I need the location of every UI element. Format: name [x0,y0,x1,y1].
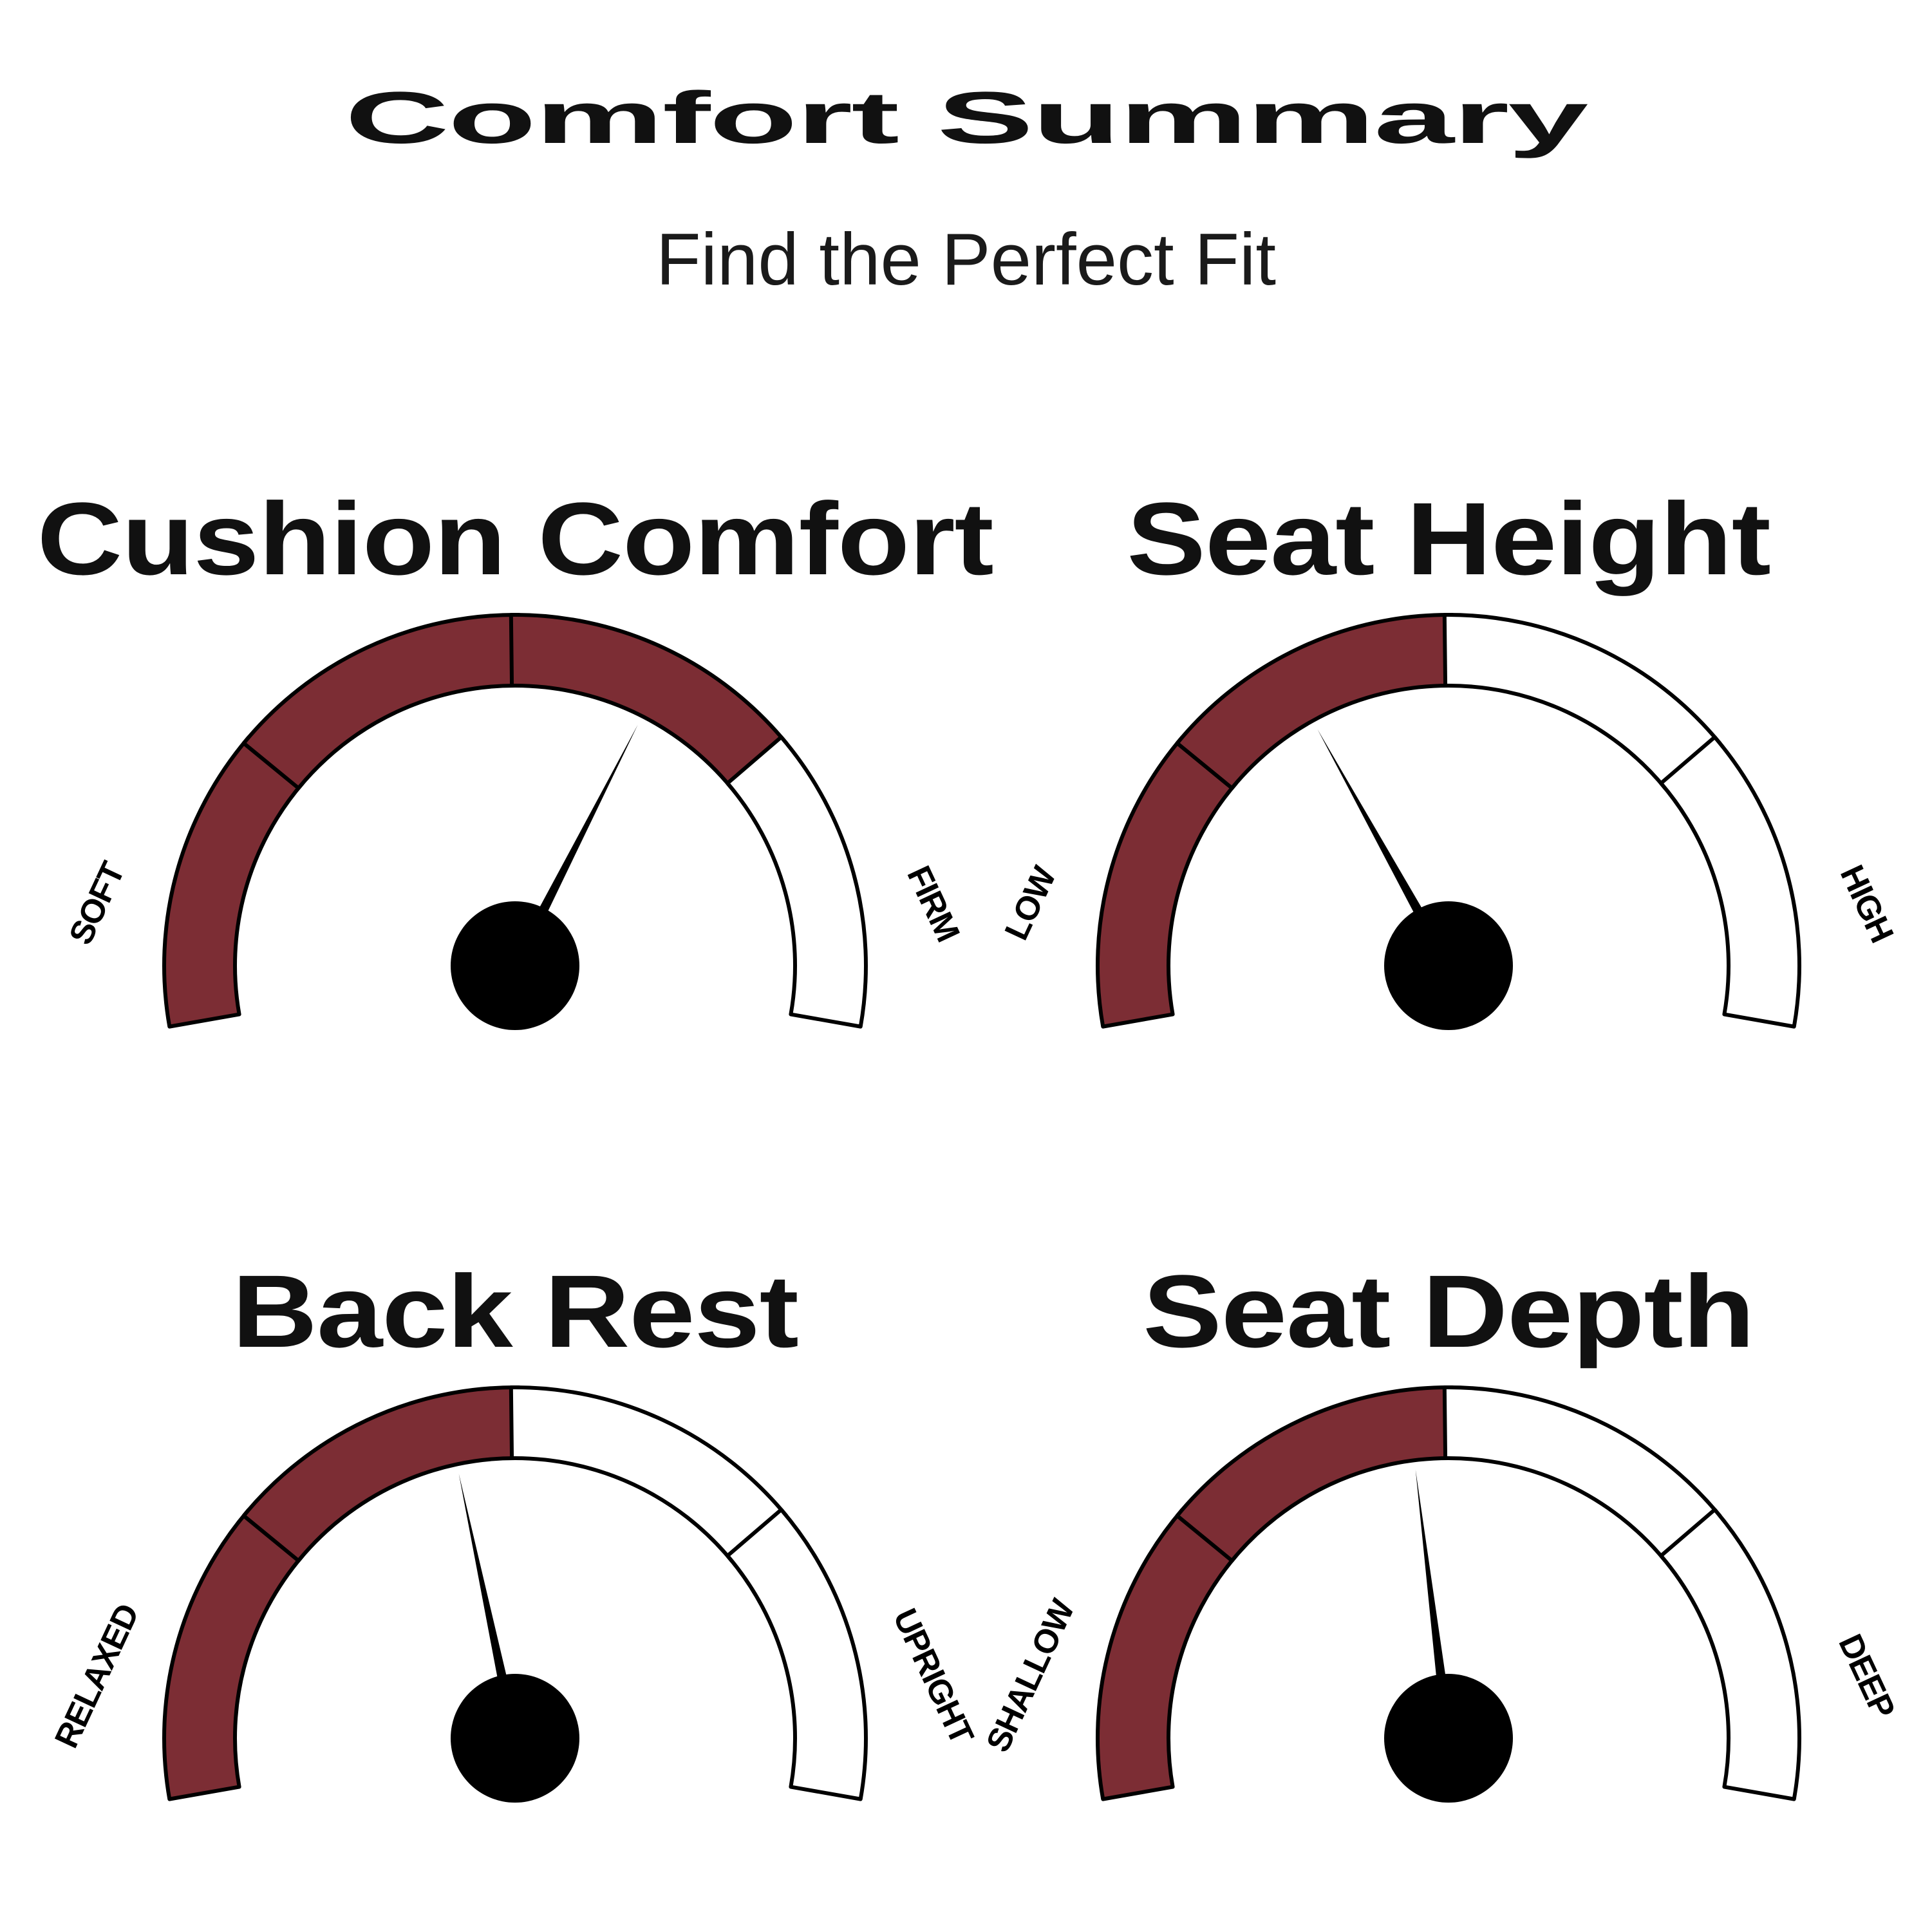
svg-text:SHALLOW: SHALLOW [979,1593,1082,1758]
svg-text:HIGH: HIGH [1833,859,1900,948]
svg-text:FIRM: FIRM [899,861,966,947]
svg-text:DEEP: DEEP [1831,1629,1902,1723]
svg-text:RELAXED: RELAXED [48,1599,146,1754]
svg-text:SOFT: SOFT [62,856,132,950]
svg-text:LOW: LOW [998,860,1064,946]
svg-text:UPRIGHT: UPRIGHT [886,1603,981,1750]
